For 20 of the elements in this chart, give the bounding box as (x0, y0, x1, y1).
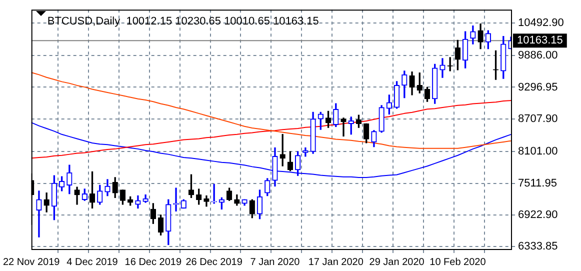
y-tick-label: 6333.85 (518, 240, 558, 253)
x-tick-label: 10 Feb 2020 (430, 256, 486, 268)
y-tick-label: 9886.00 (518, 50, 558, 62)
x-tick-label: 16 Dec 2019 (124, 256, 182, 268)
ref-line-label: 10163.15 (517, 34, 563, 47)
x-tick-label: 4 Dec 2019 (66, 256, 118, 268)
y-tick-label: 7511.95 (518, 177, 557, 190)
x-tick-label: 7 Jan 2020 (250, 256, 300, 268)
x-tick-label: 22 Nov 2019 (2, 256, 60, 268)
candlestick (36, 190, 42, 238)
y-tick-label: 6922.90 (518, 208, 558, 221)
candlestick (340, 118, 346, 137)
x-tick-label: 26 Dec 2019 (186, 256, 243, 268)
y-tick-label: 9296.95 (518, 81, 558, 94)
y-tick-label: 10492.90 (518, 16, 564, 29)
y-tick-label: 8101.00 (518, 146, 558, 158)
x-tick-label: 29 Jan 2020 (369, 256, 425, 268)
text: BTCUSD,Daily 10012.15 10230.65 10010.65 10163.15 (47, 16, 319, 28)
y-tick-label: 8707.90 (518, 112, 558, 125)
x-tick-label: 17 Jan 2020 (308, 256, 364, 268)
